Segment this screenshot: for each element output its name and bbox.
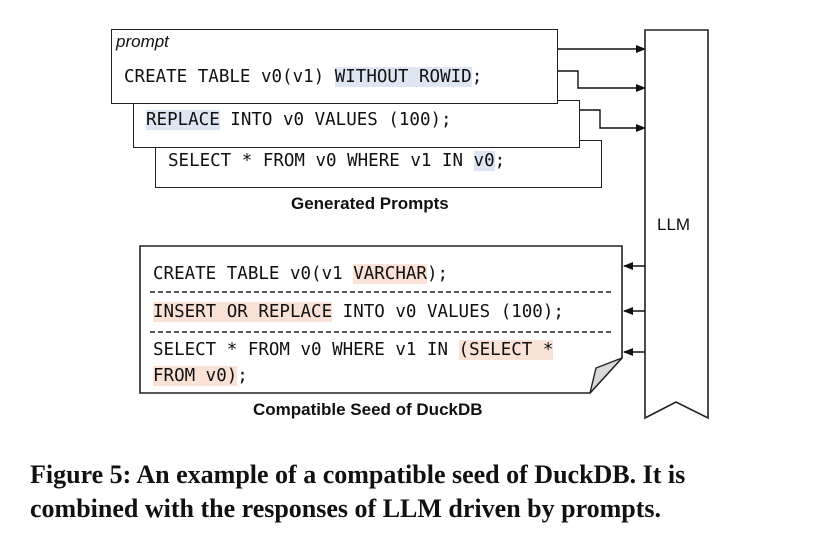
llm-block xyxy=(644,29,709,420)
seed-line-4: FROM v0); xyxy=(153,366,248,386)
figure-caption-line-1: Figure 5: An example of a compatible see… xyxy=(30,460,686,489)
seed-separators xyxy=(150,291,614,333)
prompt-line-1-c: ; xyxy=(471,67,483,87)
seed-line-1-c: ); xyxy=(426,264,449,284)
document-fold xyxy=(589,357,623,394)
seed-line-1-highlight: VARCHAR xyxy=(353,264,427,284)
seed-line-3: SELECT * FROM v0 WHERE v1 IN (SELECT * xyxy=(153,340,554,360)
seed-line-1: CREATE TABLE v0(v1 VARCHAR); xyxy=(153,264,448,284)
prompt-box-1 xyxy=(111,29,558,104)
seed-line-2-highlight: INSERT OR REPLACE xyxy=(153,302,333,322)
prompt-line-1-a: CREATE TABLE v0(v1) xyxy=(124,67,335,87)
prompt-line-3-a: SELECT * FROM v0 WHERE v1 IN xyxy=(168,151,474,171)
prompt-box-3 xyxy=(155,140,602,188)
seed-line-2: INSERT OR REPLACE INTO v0 VALUES (100); xyxy=(153,302,564,322)
prompt-line-2-b: INTO v0 VALUES (100); xyxy=(219,110,452,130)
seed-line-2-b: INTO v0 VALUES (100); xyxy=(332,302,564,322)
generated-prompts-title: Generated Prompts xyxy=(291,194,449,213)
llm-label: LLM xyxy=(657,215,691,234)
seed-line-4-highlight: FROM v0) xyxy=(153,366,238,386)
prompt-line-2: REPLACE INTO v0 VALUES (100); xyxy=(146,110,452,130)
seed-line-1-a: CREATE TABLE v0(v1 xyxy=(153,264,354,284)
seed-line-4-d: ; xyxy=(237,366,248,386)
seed-line-3-highlight: (SELECT * xyxy=(458,340,554,360)
seed-line-3-a: SELECT * FROM v0 WHERE v1 IN xyxy=(153,340,459,360)
prompt-line-2-highlight: REPLACE xyxy=(146,110,220,130)
prompt-line-3: SELECT * FROM v0 WHERE v1 IN v0; xyxy=(168,151,505,171)
prompt-to-llm-arrows xyxy=(556,45,646,132)
prompt-line-3-highlight: v0 xyxy=(473,151,495,171)
prompt-label: prompt xyxy=(116,32,169,51)
figure-caption-line-2: combined with the responses of LLM drive… xyxy=(30,494,662,523)
prompt-line-1: CREATE TABLE v0(v1) WITHOUT ROWID; xyxy=(124,67,482,87)
llm-to-seed-arrows xyxy=(623,262,645,356)
prompt-line-3-c: ; xyxy=(494,151,506,171)
seed-title: Compatible Seed of DuckDB xyxy=(253,400,483,419)
prompt-line-1-highlight: WITHOUT ROWID xyxy=(334,67,472,87)
